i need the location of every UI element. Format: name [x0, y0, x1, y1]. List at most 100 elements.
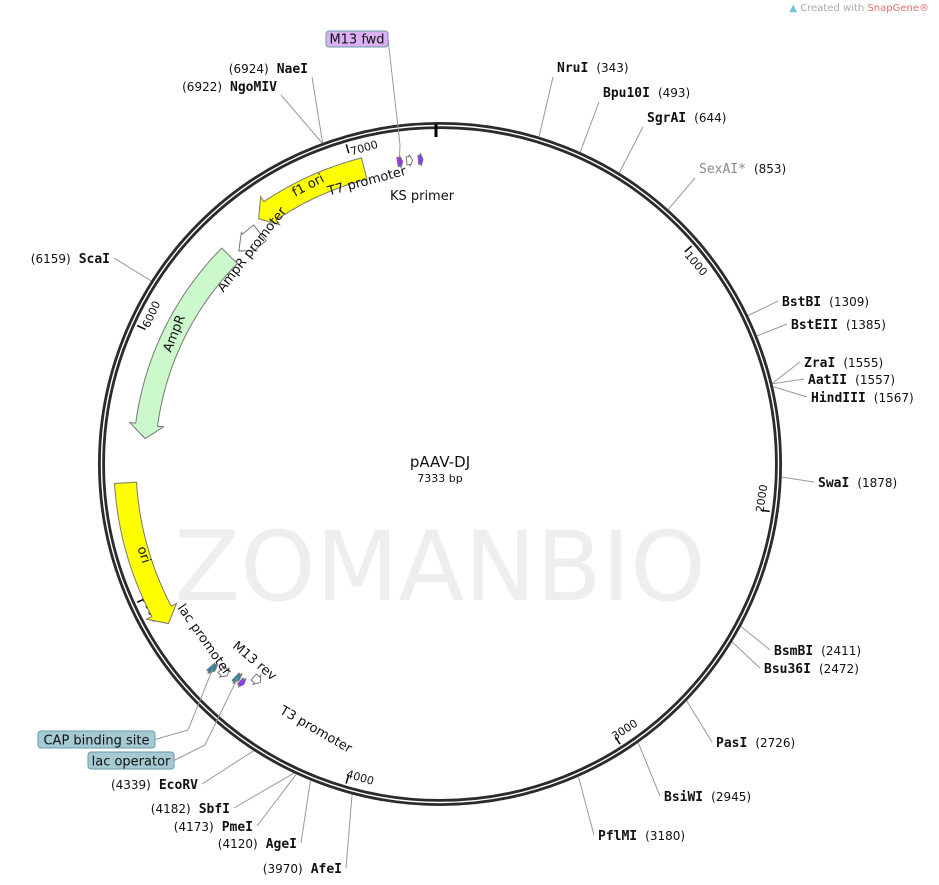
- enzyme-name: BsmBI: [774, 644, 813, 659]
- enzyme-label-hindiii: HindIII (1567): [811, 391, 914, 406]
- enzyme-position: (644): [694, 111, 726, 125]
- enzyme-name: ScaI: [79, 252, 110, 267]
- enzyme-label-sbfi: (4182) SbfI: [151, 802, 230, 817]
- tick-4000: [345, 774, 350, 784]
- enzyme-name: BstBI: [782, 295, 821, 310]
- enzyme-name: NruI: [557, 61, 588, 76]
- enzyme-line-pasi: [686, 700, 713, 743]
- enzyme-position: (4182): [151, 802, 191, 816]
- feature-leader-m13-fwd: [387, 38, 401, 158]
- tick-7000: [345, 144, 350, 154]
- feature-box-cap-binding-site: [37, 730, 156, 749]
- watermark: ZOMANBIO: [174, 511, 705, 623]
- enzyme-label-aatii: AatII (1557): [808, 373, 895, 388]
- enzyme-position: (2411): [821, 644, 861, 658]
- enzyme-label-naei: (6924) NaeI: [229, 62, 308, 77]
- enzyme-line-sbfi: [233, 772, 295, 809]
- feature-box-lac-operator: [87, 751, 175, 770]
- feature-leader-cap-binding-site: [154, 668, 214, 740]
- enzyme-position: (4339): [111, 778, 151, 792]
- enzyme-name: PasI: [716, 736, 747, 751]
- feature-m13-fwd: [396, 154, 404, 169]
- enzyme-name: AatII: [808, 373, 847, 388]
- feature-ks-primer: [417, 152, 424, 167]
- feature-ori: [114, 481, 178, 625]
- enzyme-line-bsiwi: [637, 742, 661, 797]
- enzyme-position: (1309): [829, 295, 869, 309]
- enzyme-position: (1557): [855, 373, 895, 387]
- feature-f1-ori: [258, 157, 368, 226]
- enzyme-position: (2945): [711, 790, 751, 804]
- enzyme-name: AgeI: [266, 837, 297, 852]
- enzyme-label-bsu36i: Bsu36I (2472): [764, 662, 859, 677]
- enzyme-label-zrai: ZraI (1555): [804, 356, 883, 371]
- enzyme-name: BsiWI: [664, 790, 703, 805]
- enzyme-line-agei: [300, 780, 311, 844]
- enzyme-label-sexai: SexAI* (853): [699, 162, 786, 177]
- feature-label-t3-promoter: T3 promoter: [276, 703, 355, 757]
- feature-t7-promoter: [405, 154, 414, 167]
- enzyme-line-nrui: [538, 76, 554, 137]
- enzyme-position: (1385): [846, 318, 886, 332]
- enzyme-position: (1555): [843, 356, 883, 370]
- enzyme-line-aatii: [772, 378, 805, 385]
- feature-label-ks-primer: KS primer: [390, 189, 455, 204]
- enzyme-position: (4120): [218, 837, 258, 851]
- enzyme-label-pmei: (4173) PmeI: [174, 820, 253, 835]
- enzyme-line-scai: [113, 257, 152, 282]
- enzyme-label-sgrai: SgrAI (644): [647, 111, 726, 126]
- enzyme-line-hindiii: [772, 386, 808, 398]
- enzyme-position: (6159): [31, 252, 71, 266]
- enzyme-line-bsmbi: [740, 626, 771, 651]
- feature-label-cap-binding-site: CAP binding site: [43, 734, 149, 749]
- enzyme-sites: NruI (343) Bpu10I (493) SgrAI (644) SexAI* (853…: [31, 61, 914, 877]
- tick-6000: [136, 324, 146, 331]
- feature-ampr: [128, 247, 239, 440]
- enzyme-name: BstEII: [791, 318, 838, 333]
- enzyme-name: ZraI: [804, 356, 835, 371]
- enzyme-line-bstbi: [747, 300, 779, 316]
- enzyme-line-swai: [781, 476, 815, 483]
- enzyme-label-pasi: PasI (2726): [716, 736, 795, 751]
- enzyme-position: (2726): [755, 736, 795, 750]
- enzyme-line-bsteii: [756, 323, 788, 337]
- feature-label-ampr-promoter: AmpR promoter: [215, 204, 291, 295]
- enzyme-line-bsu36i: [731, 641, 761, 669]
- enzyme-position: (1878): [857, 476, 897, 490]
- enzyme-label-afei: (3970) AfeI: [263, 862, 342, 877]
- enzyme-line-ecorv: [201, 750, 254, 785]
- enzyme-name: SbfI: [199, 802, 230, 817]
- feature-label-ori: ori: [134, 545, 153, 566]
- enzyme-label-ngomiv: (6922) NgoMIV: [182, 80, 277, 95]
- enzyme-name: EcoRV: [159, 778, 198, 793]
- enzyme-label-swai: SwaI (1878): [818, 476, 897, 491]
- enzyme-label-bsteii: BstEII (1385): [791, 318, 886, 333]
- enzyme-position: (493): [658, 86, 690, 100]
- feature-ampr-promoter: [238, 224, 267, 252]
- enzyme-label-bpu10i: Bpu10I (493): [603, 86, 690, 101]
- enzyme-position: (1567): [874, 391, 914, 405]
- enzyme-name: SgrAI: [647, 111, 686, 126]
- feature-m13-rev: [236, 677, 247, 688]
- enzyme-name: SwaI: [818, 476, 849, 491]
- enzyme-line-afei: [345, 794, 353, 869]
- enzyme-line-sexai: [667, 177, 696, 210]
- plasmid-length: 7333 bp: [417, 472, 462, 485]
- tick-3000: [614, 736, 621, 745]
- enzyme-position: (4173): [174, 820, 214, 834]
- enzyme-name: HindIII: [811, 391, 866, 406]
- enzyme-label-nrui: NruI (343): [557, 61, 629, 76]
- tick-label-4000: 4000: [345, 768, 376, 788]
- enzyme-label-pflmi: PflMI (3180): [598, 829, 685, 844]
- enzyme-line-pmei: [256, 773, 297, 827]
- enzyme-line-naei: [311, 76, 324, 143]
- feature-cap-binding-site: [206, 662, 219, 675]
- feature-leader-lac-operator: [173, 678, 238, 761]
- tick-label-2000: 2000: [753, 484, 770, 514]
- enzyme-line-pflmi: [577, 776, 595, 836]
- snapgene-credit: ▲ Created with SnapGene®: [789, 3, 929, 14]
- tick-1000: [684, 245, 693, 253]
- enzyme-name: Bsu36I: [764, 662, 811, 677]
